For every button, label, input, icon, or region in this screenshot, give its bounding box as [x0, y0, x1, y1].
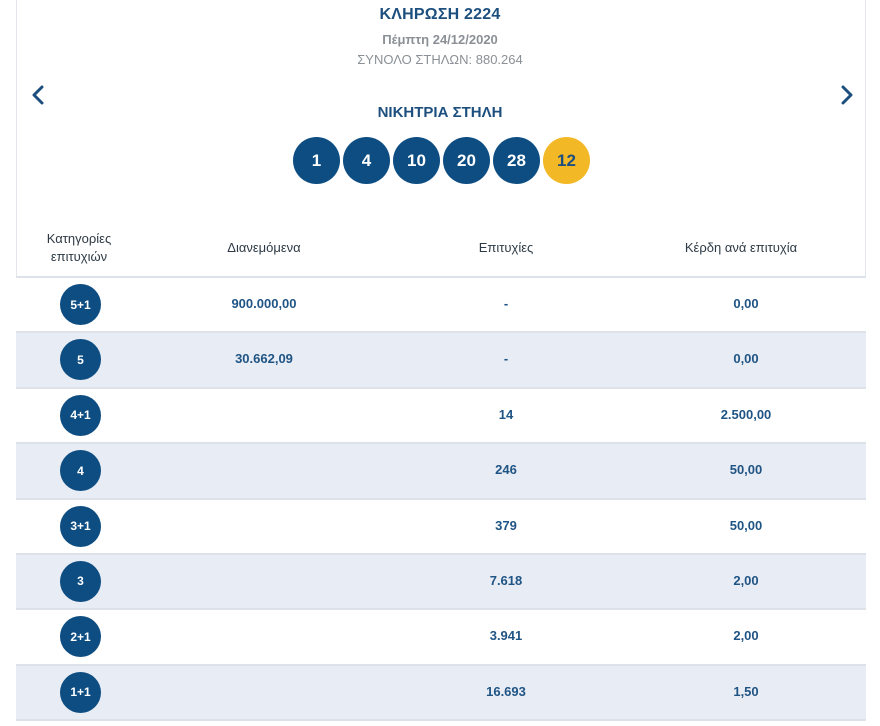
number-ball: 4 [343, 137, 390, 184]
header-category-line2: επιτυχιών [50, 249, 108, 264]
next-draw-button[interactable] [834, 82, 860, 108]
winners-cell: 14 [498, 406, 514, 422]
winners-cell: 7.618 [489, 572, 523, 588]
joker-ball: 12 [543, 137, 590, 184]
previous-draw-button[interactable] [25, 82, 51, 108]
table-row: 4 246 50,00 [16, 442, 866, 498]
category-badge: 3+1 [60, 505, 101, 547]
category-badge: 5+1 [60, 284, 101, 325]
category-badge: 2+1 [60, 616, 101, 658]
winners-cell: 3.941 [489, 628, 523, 644]
header-category-line1: Κατηγορίες [46, 231, 112, 246]
header-winners: Επιτυχίες [478, 240, 534, 255]
number-ball: 10 [393, 137, 440, 184]
winners-cell: 16.693 [486, 683, 526, 699]
prize-cell: 0,00 [733, 296, 759, 311]
table-row: 4+1 14 2.500,00 [16, 386, 866, 443]
table-header: Κατηγορίες επιτυχιών Διανεμόμενα Επιτυχί… [16, 228, 866, 276]
number-ball: 28 [493, 137, 540, 184]
category-badge: 4+1 [60, 394, 101, 436]
prize-cell: 2,00 [733, 628, 759, 644]
header-distributed: Διανεμόμενα [227, 240, 301, 255]
header-category: Κατηγορίες επιτυχιών [24, 230, 134, 266]
winning-numbers: 1 4 10 20 28 12 [0, 137, 880, 184]
prize-cell: 1,50 [733, 683, 759, 699]
number-ball: 20 [443, 137, 490, 184]
distributed-cell: 900.000,00 [231, 296, 297, 311]
table-row: 2+1 3.941 2,00 [16, 608, 866, 664]
table-row: 5 30.662,09 - 0,00 [16, 331, 866, 387]
table-row: 3 7.618 2,00 [16, 552, 866, 609]
table-bottom-border [16, 719, 866, 721]
winning-column-title: ΝΙΚΗΤΡΙΑ ΣΤΗΛΗ [377, 104, 503, 121]
results-table: 5+1 900.000,00 - 0,00 5 30.662,09 - 0,00… [16, 276, 866, 720]
category-badge: 5 [60, 339, 101, 381]
total-columns: ΣΥΝΟΛΟ ΣΤΗΛΩΝ: 880.264 [357, 52, 523, 67]
table-row: 1+1 16.693 1,50 [16, 663, 866, 720]
table-row: 5+1 900.000,00 - 0,00 [16, 276, 866, 332]
category-badge: 1+1 [60, 671, 101, 713]
category-badge: 3 [60, 560, 101, 602]
draw-title: ΚΛΗΡΩΣΗ 2224 [379, 6, 501, 23]
prize-cell: 2.500,00 [720, 406, 772, 422]
header-prize: Κέρδη ανά επιτυχία [684, 240, 798, 255]
category-badge: 4 [60, 450, 101, 492]
prize-cell: 50,00 [729, 517, 763, 533]
prize-cell: 2,00 [733, 572, 759, 588]
winners-cell: 246 [495, 462, 517, 478]
prize-cell: 0,00 [733, 351, 759, 367]
winners-cell: - [503, 296, 509, 311]
winners-cell: - [503, 351, 509, 367]
chevron-right-icon [841, 85, 853, 105]
winners-cell: 379 [495, 517, 517, 533]
table-row: 3+1 379 50,00 [16, 497, 866, 553]
chevron-left-icon [32, 85, 44, 105]
number-ball: 1 [293, 137, 340, 184]
prize-cell: 50,00 [729, 462, 763, 478]
draw-date: Πέμπτη 24/12/2020 [382, 32, 498, 47]
distributed-cell: 30.662,09 [235, 351, 293, 367]
